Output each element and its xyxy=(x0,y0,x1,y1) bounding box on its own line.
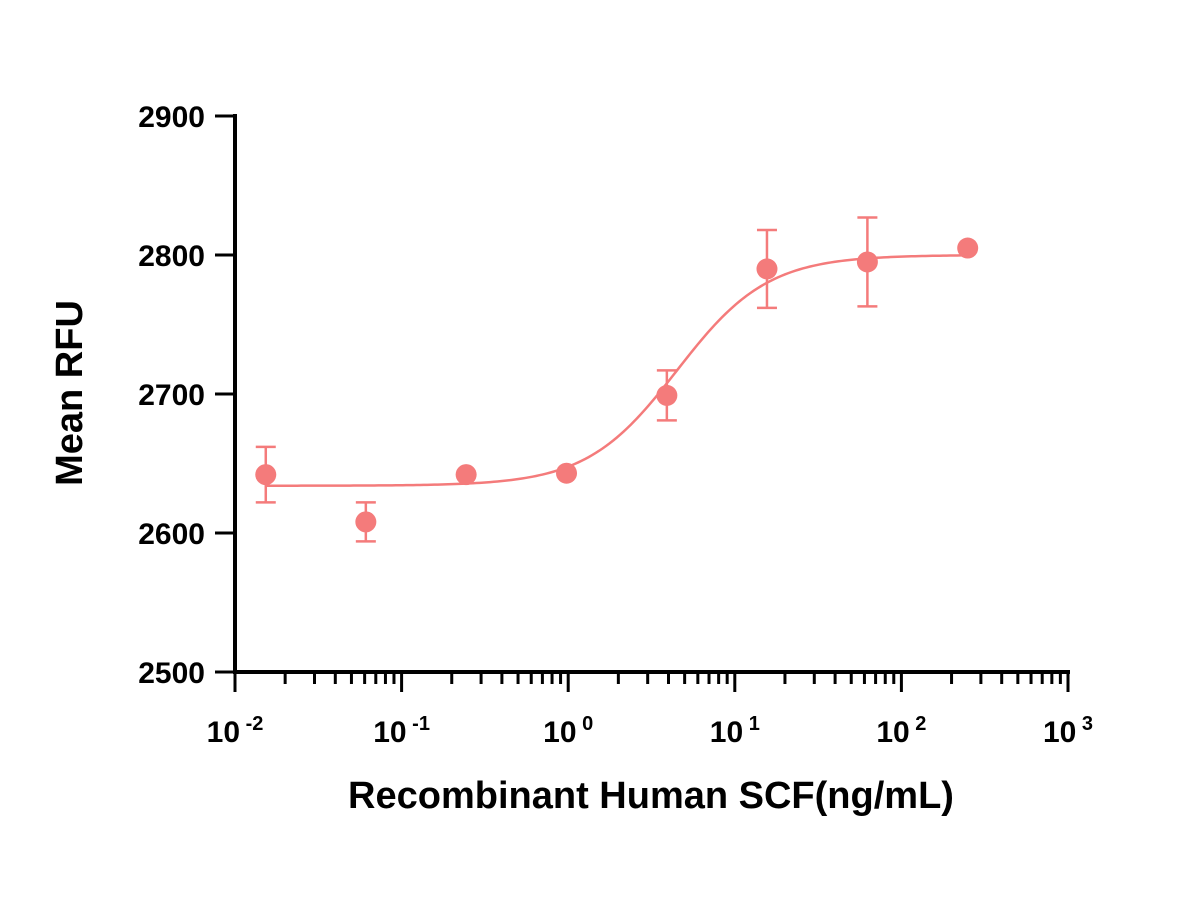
data-point xyxy=(756,258,778,280)
x-tick-label: 10 3 xyxy=(1043,713,1093,749)
data-point xyxy=(556,462,578,484)
data-point xyxy=(255,464,277,486)
y-tick-label: 2700 xyxy=(138,379,205,412)
data-point xyxy=(656,384,678,406)
y-tick-label: 2800 xyxy=(138,240,205,273)
y-tick-label: 2900 xyxy=(138,101,205,134)
fit-curve xyxy=(265,254,968,487)
x-axis-title: Recombinant Human SCF(ng/mL) xyxy=(348,775,954,817)
x-tick-label: 10 -1 xyxy=(373,713,430,749)
data-point xyxy=(957,237,979,259)
y-tick-label: 2500 xyxy=(138,657,205,690)
x-tick-label: 10 2 xyxy=(876,713,926,749)
axes: 2500 2600 2700 2800 2900 10 -2 10 -1 10 0 10 1 10… xyxy=(138,101,1093,749)
x-tick-label: 10 0 xyxy=(543,713,593,749)
data-point xyxy=(355,511,377,533)
data-point xyxy=(856,251,878,273)
data-point xyxy=(455,464,477,486)
y-axis-title: Mean RFU xyxy=(49,300,91,486)
x-tick-label: 10 -2 xyxy=(207,713,264,749)
x-tick-label: 10 1 xyxy=(710,713,760,749)
y-tick-label: 2600 xyxy=(138,518,205,551)
plot-area xyxy=(255,216,979,543)
